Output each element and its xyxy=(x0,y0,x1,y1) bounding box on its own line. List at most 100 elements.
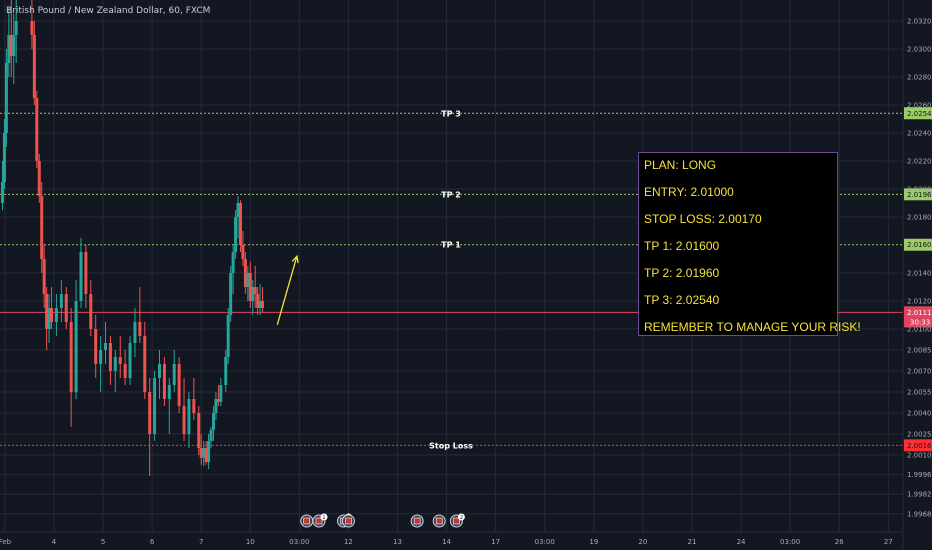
candle-body xyxy=(143,336,147,392)
candle-body xyxy=(199,448,203,458)
y-tick-label: 2.02000 xyxy=(907,186,932,194)
candle-body xyxy=(216,399,220,402)
event-markers[interactable]: 122 xyxy=(300,513,465,528)
level-price-tag xyxy=(904,188,932,201)
flag-emblem-icon xyxy=(453,517,460,525)
candle-body xyxy=(234,217,238,252)
y-tick-label: 1.99680 xyxy=(907,510,932,518)
y-tick-label: 1.99820 xyxy=(907,491,932,499)
candle-body xyxy=(157,364,161,378)
x-tick-label: 6 xyxy=(150,538,155,546)
x-tick-label: 14 xyxy=(442,538,451,546)
candle-body xyxy=(128,343,132,378)
flag-emblem-icon xyxy=(413,517,421,525)
flag-emblem-icon xyxy=(303,517,311,525)
candle-body xyxy=(108,343,112,371)
y-tick-label: 2.03000 xyxy=(907,46,932,54)
level-price-tag-text: 2.00169 xyxy=(907,442,932,450)
plan-line-tp1: TP 1: 2.01600 xyxy=(644,239,720,253)
x-tick-label: 21 xyxy=(688,538,697,546)
x-tick-label: 7 xyxy=(199,538,203,546)
candle-body xyxy=(258,301,262,308)
y-tick-label: 2.00850 xyxy=(907,347,932,355)
candle-body xyxy=(32,35,36,98)
candle-body xyxy=(104,343,108,350)
candle-body xyxy=(241,245,245,259)
candle-body xyxy=(113,357,117,371)
candle-body xyxy=(209,429,213,441)
y-tick-label: 2.03200 xyxy=(907,18,932,26)
candle-body xyxy=(30,21,34,35)
current-price-tag xyxy=(904,306,932,328)
countdown-text: 30:33 xyxy=(910,318,930,326)
x-tick-label: 03:00 xyxy=(289,538,309,546)
y-tick-label: 2.02800 xyxy=(907,74,932,82)
candle-body xyxy=(9,35,13,56)
candle-body xyxy=(243,259,247,287)
x-tick-label: 03:00 xyxy=(535,538,555,546)
candle-body xyxy=(236,203,240,217)
candle-body xyxy=(248,273,252,301)
candle-body xyxy=(148,392,152,434)
candle-body xyxy=(0,182,4,203)
x-tick-label: 12 xyxy=(344,538,353,546)
flag-emblem-icon xyxy=(345,517,352,525)
x-tick-label: 10 xyxy=(246,538,255,546)
candle-body xyxy=(224,357,228,385)
event-count-badge-text: 2 xyxy=(460,515,463,521)
candle-body xyxy=(211,413,215,430)
candle-body xyxy=(74,301,78,392)
candle-body xyxy=(202,448,206,458)
candle-body xyxy=(35,98,39,161)
event-count-badge xyxy=(457,513,465,521)
level-label: TP 1 xyxy=(441,241,461,250)
candle-body xyxy=(64,294,68,322)
candle-body xyxy=(187,399,191,434)
candle-body xyxy=(246,273,250,287)
candle-body xyxy=(182,406,186,434)
x-tick-label: 17 xyxy=(491,538,500,546)
x-tick-label: 5 xyxy=(101,538,105,546)
candle-body xyxy=(40,196,44,259)
candle-body xyxy=(256,294,260,308)
candle-body xyxy=(69,322,73,392)
y-tick-label: 2.00400 xyxy=(907,410,932,418)
plan-line-entry: ENTRY: 2.01000 xyxy=(644,185,734,199)
flag-emblem-icon xyxy=(435,517,443,525)
level-label: TP 2 xyxy=(441,190,461,199)
candle-body xyxy=(50,308,54,322)
x-tick-label: 19 xyxy=(589,538,598,546)
y-tick-label: 2.00700 xyxy=(907,368,932,376)
candle-body xyxy=(133,322,137,343)
candle-body xyxy=(84,252,88,294)
level-price-tag-text: 2.01602 xyxy=(907,241,932,249)
x-tick-label: 20 xyxy=(638,538,647,546)
candle-body xyxy=(45,294,49,329)
candle-body xyxy=(226,315,230,357)
x-tick-label: 26 xyxy=(835,538,844,546)
candle-body xyxy=(207,441,211,462)
y-tick-label: 2.00100 xyxy=(907,452,932,460)
candle-body xyxy=(59,294,63,308)
candle-body xyxy=(153,378,157,434)
x-tick-label: Feb xyxy=(0,538,12,546)
plan-line-stop-loss: STOP LOSS: 2.00170 xyxy=(644,212,762,226)
y-tick-label: 2.01200 xyxy=(907,298,932,306)
chart-title: British Pound / New Zealand Dollar, 60, … xyxy=(6,6,211,16)
y-tick-label: 2.00550 xyxy=(907,389,932,397)
candle-body xyxy=(54,308,58,322)
trade-plan-box: PLAN: LONG ENTRY: 2.01000 STOP LOSS: 2.0… xyxy=(638,152,861,336)
candle-body xyxy=(204,448,208,462)
candle-body xyxy=(7,35,11,63)
level-price-tag xyxy=(904,439,932,452)
candle-body xyxy=(177,364,181,406)
y-tick-label: 2.02200 xyxy=(907,158,932,166)
candle-body xyxy=(99,350,103,364)
candle-body xyxy=(4,63,8,133)
event-count-badge-text: 1 xyxy=(322,515,325,521)
candle-body xyxy=(138,322,142,336)
candle-body xyxy=(251,287,255,301)
plan-line-direction: PLAN: LONG xyxy=(644,158,717,172)
level-price-tag xyxy=(904,107,932,120)
